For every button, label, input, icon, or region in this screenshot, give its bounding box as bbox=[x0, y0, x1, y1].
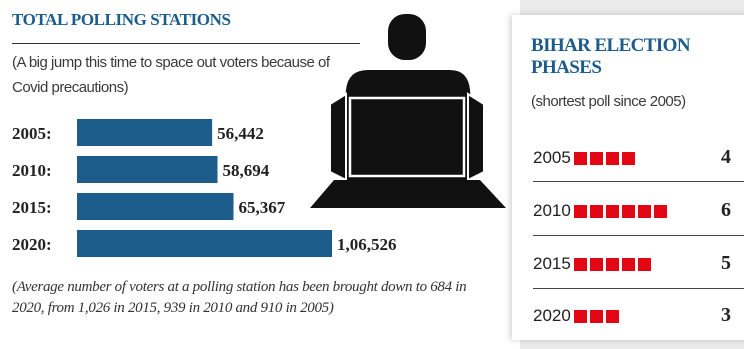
phase-count: 5 bbox=[721, 252, 731, 274]
polling-stations-bar-chart: 2005: 56,442 2010: 58,694 2015: 65,367 2020: 1,… bbox=[12, 119, 397, 257]
phase-squares bbox=[574, 310, 622, 323]
phase-year: 2015 bbox=[533, 254, 571, 273]
bar bbox=[77, 119, 213, 146]
phases-subtitle: (shortest poll since 2005) bbox=[531, 93, 686, 110]
phase-square bbox=[638, 205, 651, 218]
phase-divider bbox=[533, 288, 744, 289]
value-label: 56,442 bbox=[217, 124, 264, 143]
category-label: 2015: bbox=[12, 198, 52, 217]
phase-square bbox=[622, 258, 635, 271]
polling-stations-panel: TOTAL POLLING STATIONS (A big jump this … bbox=[0, 0, 520, 349]
phase-square bbox=[590, 152, 603, 165]
phase-divider bbox=[533, 181, 744, 182]
voter-head bbox=[388, 14, 426, 60]
booth-table bbox=[310, 180, 506, 208]
phase-row-2005: 2005 4 bbox=[533, 146, 744, 168]
phase-row-2020: 2020 3 bbox=[533, 304, 744, 326]
phase-squares bbox=[574, 205, 670, 218]
phase-square bbox=[590, 310, 603, 323]
phase-square bbox=[606, 258, 619, 271]
booth-outline bbox=[348, 96, 466, 178]
phase-squares bbox=[574, 258, 654, 271]
bar bbox=[77, 193, 234, 220]
phase-count: 6 bbox=[721, 199, 731, 221]
phase-square bbox=[638, 258, 651, 271]
phase-row-2015: 2015 5 bbox=[533, 252, 744, 274]
title-divider bbox=[12, 43, 360, 44]
phase-square bbox=[574, 258, 587, 271]
phase-count: 3 bbox=[721, 304, 731, 326]
phase-divider bbox=[533, 235, 744, 236]
category-label: 2005: bbox=[12, 124, 52, 143]
bar bbox=[77, 230, 332, 257]
phases-title: BIHAR ELECTION PHASES bbox=[531, 35, 691, 78]
voter-at-booth-icon bbox=[310, 14, 506, 208]
chart-title: TOTAL POLLING STATIONS bbox=[12, 10, 231, 29]
phase-square bbox=[574, 152, 587, 165]
phase-square bbox=[574, 310, 587, 323]
phase-square bbox=[622, 152, 635, 165]
phase-square bbox=[622, 205, 635, 218]
phase-square bbox=[606, 205, 619, 218]
phase-square bbox=[606, 310, 619, 323]
phase-year: 2020 bbox=[533, 306, 571, 325]
phase-square bbox=[606, 152, 619, 165]
category-label: 2010: bbox=[12, 161, 52, 180]
phase-count: 4 bbox=[721, 146, 731, 168]
value-label: 1,06,526 bbox=[337, 235, 397, 254]
bar bbox=[77, 156, 218, 183]
booth-panel bbox=[346, 94, 468, 180]
phase-year: 2010 bbox=[533, 201, 571, 220]
phase-year: 2005 bbox=[533, 148, 571, 167]
booth-right-flap bbox=[467, 92, 485, 182]
chart-footnote: (Average number of voters at a polling s… bbox=[12, 279, 467, 316]
phase-square bbox=[574, 205, 587, 218]
chart-subtitle: (A big jump this time to space out voter… bbox=[12, 54, 330, 96]
category-label: 2020: bbox=[12, 235, 52, 254]
value-label: 58,694 bbox=[223, 161, 270, 180]
value-label: 65,367 bbox=[238, 198, 285, 217]
election-phases-panel: BIHAR ELECTION PHASES (shortest poll sin… bbox=[512, 15, 744, 340]
phase-square bbox=[590, 205, 603, 218]
phase-square bbox=[654, 205, 667, 218]
phase-row-2010: 2010 6 bbox=[533, 199, 744, 221]
phase-square bbox=[590, 258, 603, 271]
phase-squares bbox=[574, 152, 638, 165]
